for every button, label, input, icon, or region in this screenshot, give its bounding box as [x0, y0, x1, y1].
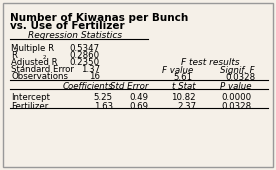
Text: Observations: Observations	[11, 72, 68, 81]
Text: 5.25: 5.25	[94, 93, 113, 102]
Text: Multiple R: Multiple R	[11, 44, 54, 53]
Text: 0.0328: 0.0328	[225, 73, 255, 82]
Text: 5.61: 5.61	[174, 73, 193, 82]
Text: 16: 16	[89, 72, 100, 81]
Text: t Stat: t Stat	[172, 82, 196, 91]
Text: 0.2350: 0.2350	[70, 58, 100, 67]
Text: Intercept: Intercept	[11, 93, 50, 102]
Text: Standard Error: Standard Error	[11, 65, 74, 74]
Text: F value: F value	[162, 66, 193, 75]
Text: 1.63: 1.63	[94, 102, 113, 111]
Text: R: R	[11, 51, 17, 60]
Text: P value: P value	[221, 82, 252, 91]
Text: Signif. F: Signif. F	[220, 66, 255, 75]
Text: F test results: F test results	[181, 58, 239, 67]
Text: Regression Statistics: Regression Statistics	[28, 31, 122, 40]
Text: 2.37: 2.37	[177, 102, 196, 111]
Text: 2: 2	[43, 55, 46, 60]
Text: Adjusted R: Adjusted R	[11, 58, 58, 67]
Text: 0.0000: 0.0000	[222, 93, 252, 102]
Text: 0.69: 0.69	[129, 102, 148, 111]
Text: Fertilizer: Fertilizer	[11, 102, 48, 111]
Text: 0.5347: 0.5347	[70, 44, 100, 53]
Text: Std Error: Std Error	[110, 82, 148, 91]
Text: vs. Use of Fertilizer: vs. Use of Fertilizer	[10, 21, 125, 31]
Text: 1.37: 1.37	[81, 65, 100, 74]
Text: 2: 2	[14, 48, 18, 53]
Text: Coefficients: Coefficients	[62, 82, 113, 91]
Text: Number of Kiwanas per Bunch: Number of Kiwanas per Bunch	[10, 13, 188, 23]
Text: 0.0328: 0.0328	[222, 102, 252, 111]
Text: 10.82: 10.82	[171, 93, 196, 102]
Text: 0.49: 0.49	[129, 93, 148, 102]
Text: 0.2860: 0.2860	[70, 51, 100, 60]
FancyBboxPatch shape	[3, 3, 273, 167]
